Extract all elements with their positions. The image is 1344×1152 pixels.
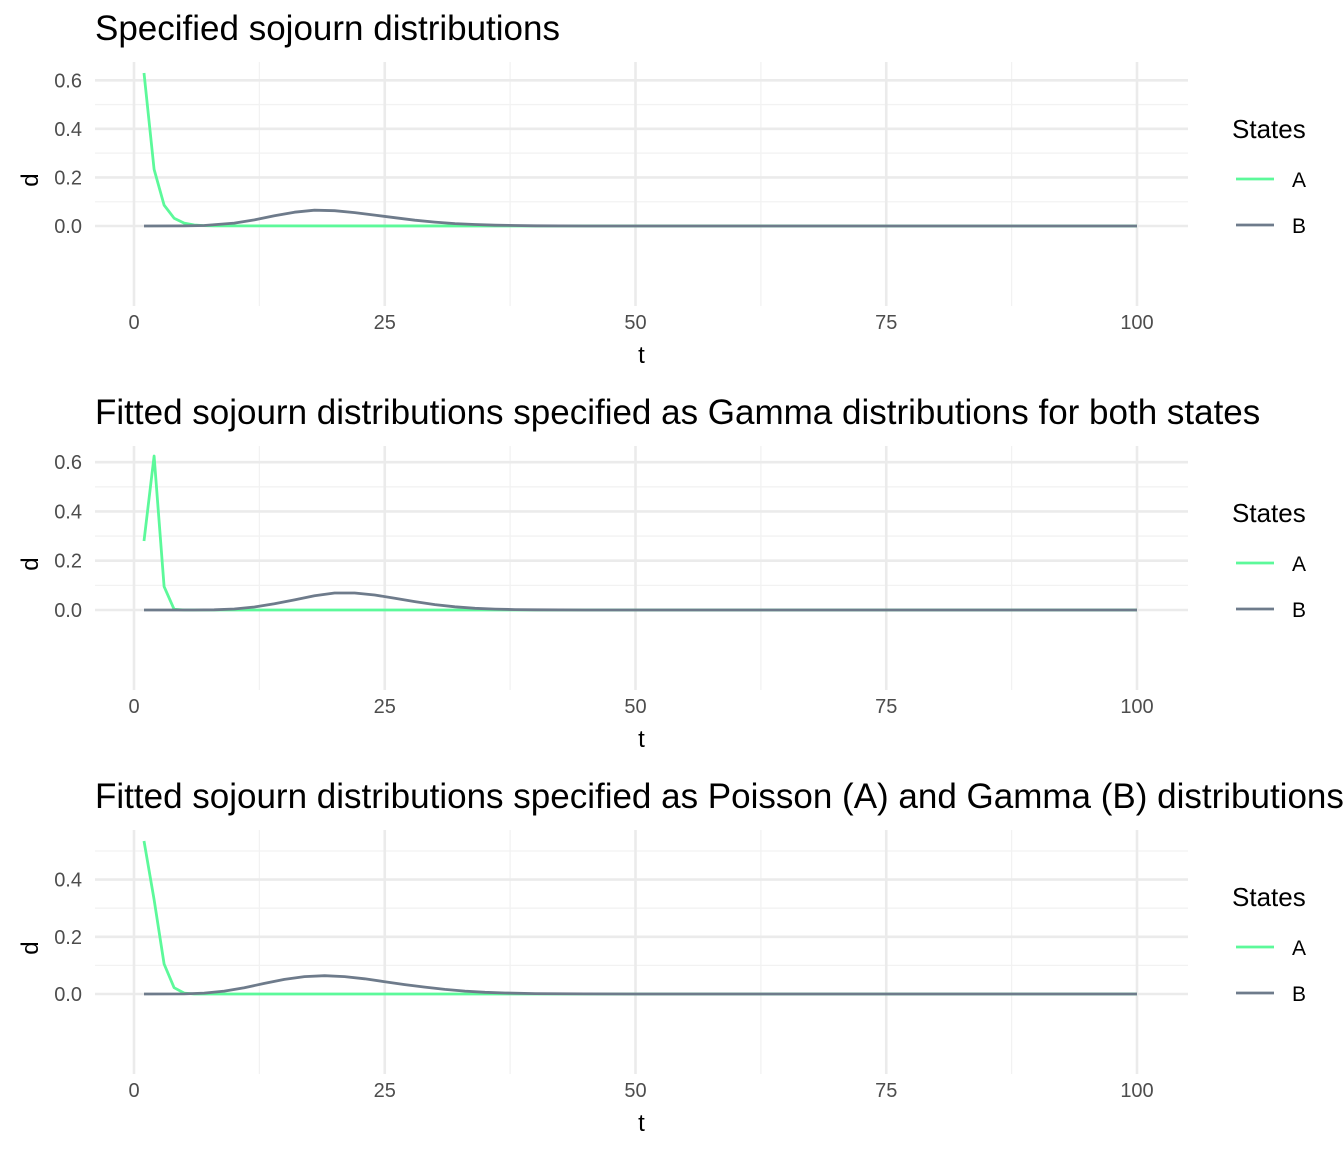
chart-panel-2: Fitted sojourn distributions specified a…	[17, 393, 1306, 753]
x-tick-label: 25	[374, 312, 396, 334]
y-axis-label: d	[17, 941, 44, 954]
x-axis-label: t	[638, 726, 645, 753]
y-tick-label: 0.6	[54, 70, 82, 92]
legend-label: B	[1292, 983, 1306, 1006]
series-line-B	[144, 591, 1137, 612]
series-line-A	[142, 454, 1137, 612]
x-tick-label: 100	[1120, 1080, 1153, 1102]
series-line-B	[143, 974, 1137, 996]
y-tick-label: 0.4	[54, 501, 82, 523]
x-tick-label: 0	[128, 1080, 139, 1102]
chart-panel-1: Specified sojourn distributions 0.0 0.2 0.4…	[17, 9, 1306, 369]
series-line-A	[142, 72, 1138, 228]
legend-label: B	[1292, 215, 1306, 238]
legend-title: States	[1232, 114, 1306, 144]
chart-title: Fitted sojourn distributions specified a…	[95, 777, 1344, 816]
y-tick-label: 0.4	[54, 870, 82, 892]
y-tick-label: 0.0	[54, 216, 82, 238]
x-tick-label: 75	[875, 696, 897, 718]
legend-label: A	[1292, 169, 1306, 192]
series-line-A	[142, 840, 1137, 996]
x-tick-label: 25	[374, 1080, 396, 1102]
x-tick-label: 75	[875, 1080, 897, 1102]
x-tick-label: 75	[875, 312, 897, 334]
x-tick-label: 50	[624, 1080, 646, 1102]
legend: States AB	[1232, 114, 1306, 238]
y-axis-label: d	[17, 557, 44, 570]
x-tick-label: 100	[1120, 312, 1153, 334]
x-axis-label: t	[638, 1110, 645, 1137]
legend-label: A	[1292, 553, 1306, 576]
legend: States AB	[1232, 498, 1306, 622]
x-axis-label: t	[638, 342, 645, 369]
chart-title: Fitted sojourn distributions specified a…	[95, 393, 1260, 432]
y-tick-label: 0.6	[54, 452, 82, 474]
y-tick-label: 0.0	[54, 600, 82, 622]
series-line-B	[143, 208, 1137, 228]
legend-label: A	[1292, 937, 1306, 960]
legend-title: States	[1232, 882, 1306, 912]
legend-label: B	[1292, 599, 1306, 622]
y-tick-label: 0.2	[54, 167, 82, 189]
y-tick-label: 0.2	[54, 551, 82, 573]
legend-title: States	[1232, 498, 1306, 528]
y-tick-label: 0.0	[54, 984, 82, 1006]
x-tick-label: 100	[1120, 696, 1153, 718]
y-tick-label: 0.4	[54, 119, 82, 141]
chart-title: Specified sojourn distributions	[95, 9, 560, 48]
x-tick-label: 50	[624, 696, 646, 718]
x-tick-label: 0	[128, 312, 139, 334]
x-tick-label: 0	[128, 696, 139, 718]
x-tick-label: 50	[624, 312, 646, 334]
y-tick-label: 0.2	[54, 927, 82, 949]
y-axis-label: d	[17, 173, 44, 186]
chart-panel-3: Fitted sojourn distributions specified a…	[17, 777, 1344, 1137]
x-tick-label: 25	[374, 696, 396, 718]
legend: States AB	[1232, 882, 1306, 1006]
